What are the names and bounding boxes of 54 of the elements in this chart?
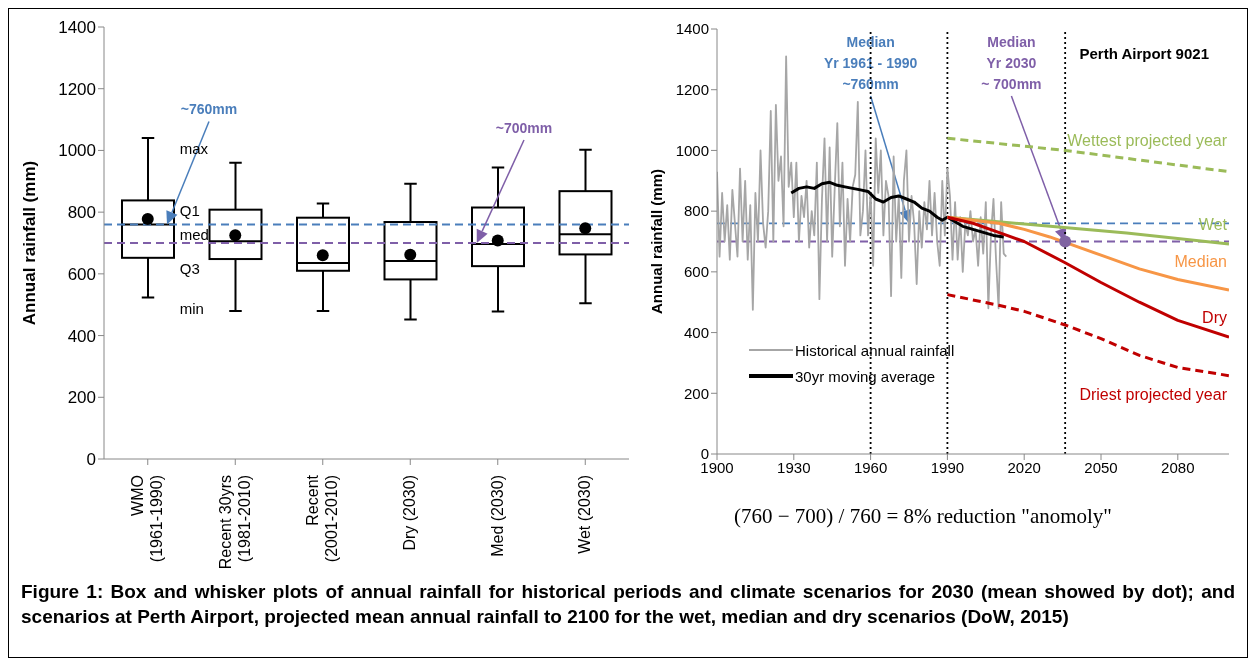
x-tick-label: Dry (2030) <box>401 475 419 551</box>
y-tick-label: 1000 <box>675 141 709 159</box>
annotation: Q1 <box>179 202 200 220</box>
legend-label: 30yr moving average <box>795 367 936 385</box>
x-tick-label: WMO (1961-1990) <box>129 475 166 563</box>
point <box>229 229 242 242</box>
y-tick-label: 600 <box>683 263 709 281</box>
caption: Figure 1: Box and whisker plots of annual rainfall for historical periods and climate scenarios for 2030 (mean showed by dot); and scenarios at Perth Airport, projected mean annual rainfall to 2100 for the wet, median and dry scenarios (DoW, 2015) <box>21 580 1235 629</box>
y-tick-label: 1000 <box>58 141 96 161</box>
x-tick-label: Med (2030) <box>488 475 506 557</box>
x-tick-label: Recent 30yrs (1981-2010) <box>216 475 253 570</box>
x-tick-label: 2020 <box>1007 458 1041 476</box>
annotation: min <box>179 299 204 317</box>
y-tick-label: 1200 <box>675 81 709 99</box>
legend-label: Historical annual rainfall <box>795 341 955 359</box>
y-tick-label: 800 <box>67 203 96 223</box>
point <box>141 212 154 225</box>
series-label: Driest projected year <box>1079 385 1228 403</box>
line-series <box>945 215 1229 292</box>
x-tick-label: 2080 <box>1161 458 1195 476</box>
series-label: Median <box>1174 253 1227 271</box>
x-tick-label: 1930 <box>777 458 811 476</box>
series-label: Wettest projected year <box>1067 131 1228 149</box>
y-tick-label: 1400 <box>58 18 96 38</box>
y-axis-title: Annual rainfall (mm) <box>20 160 40 326</box>
y-tick-label: 200 <box>67 388 96 408</box>
ref-line-label: Median Yr 1961 - 1990 ~760mm <box>823 34 918 92</box>
ref-line-label: ~700mm <box>495 120 553 136</box>
y-tick-label: 600 <box>67 264 96 284</box>
line-series <box>945 215 1229 339</box>
y-tick-label: 1400 <box>675 20 709 38</box>
point <box>491 234 504 247</box>
y-tick-label: 200 <box>683 384 709 402</box>
y-tick-label: 800 <box>683 202 709 220</box>
y-axis-title: Annual rainfall (mm) <box>648 168 666 315</box>
annotation: Q3 <box>179 259 200 277</box>
point <box>404 248 417 261</box>
x-tick-label: 2050 <box>1084 458 1118 476</box>
series-label: Dry <box>1202 309 1227 327</box>
y-tick-label: 400 <box>67 326 96 346</box>
point <box>579 222 592 235</box>
y-tick-label: 1200 <box>58 79 96 99</box>
annotation: med <box>179 226 209 244</box>
point <box>316 249 329 262</box>
x-tick-label: Recent (2001-2010) <box>304 474 341 563</box>
text: (760 − 700) / 760 = 8% reduction "anomoly" <box>734 504 1112 529</box>
x-tick-label: 1990 <box>930 458 965 476</box>
ref-line-label: ~760mm <box>180 101 238 118</box>
ref-line-label: Median Yr 2030 ~ 700mm <box>981 34 1042 92</box>
text: Perth Airport 9021 <box>1079 45 1209 62</box>
x-tick-label: 1960 <box>853 458 888 476</box>
x-tick-label: Wet (2030) <box>576 475 594 554</box>
y-tick-label: 0 <box>86 450 96 470</box>
y-tick-label: 400 <box>683 323 709 341</box>
